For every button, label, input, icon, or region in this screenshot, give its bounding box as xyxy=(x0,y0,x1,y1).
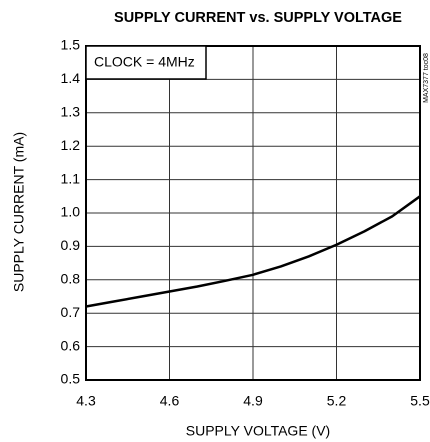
chart-title: SUPPLY CURRENT vs. SUPPLY VOLTAGE xyxy=(114,10,402,26)
x-axis-label: SUPPLY VOLTAGE (V) xyxy=(186,423,330,439)
annotation-box xyxy=(85,45,207,80)
plot-frame xyxy=(85,45,421,381)
x-tick-label: 4.9 xyxy=(243,393,263,409)
y-axis-label: SUPPLY CURRENT (mA) xyxy=(11,132,27,292)
y-tick-label: 0.5 xyxy=(61,371,81,387)
y-tick-label: 1.3 xyxy=(61,104,81,120)
annotation: CLOCK = 4MHz xyxy=(94,54,195,70)
y-tick-label: 0.7 xyxy=(61,304,81,320)
x-tick-label: 4.3 xyxy=(76,393,96,409)
y-tick-label: 0.6 xyxy=(61,337,81,353)
y-tick-label: 1.5 xyxy=(61,37,81,53)
y-tick-label: 0.9 xyxy=(61,237,81,253)
y-tick-label: 1.1 xyxy=(61,170,81,186)
y-tick-label: 1.2 xyxy=(61,137,81,153)
y-tick-label: 1.4 xyxy=(61,70,81,86)
data-line xyxy=(85,195,421,308)
side-note: MAX7377 toc08 xyxy=(423,53,430,103)
x-tick-label: 5.2 xyxy=(327,393,347,409)
y-tick-label: 0.8 xyxy=(61,271,81,287)
x-tick-label: 5.5 xyxy=(410,393,430,409)
x-tick-label: 4.6 xyxy=(160,393,180,409)
y-tick-label: 1.0 xyxy=(61,204,81,220)
